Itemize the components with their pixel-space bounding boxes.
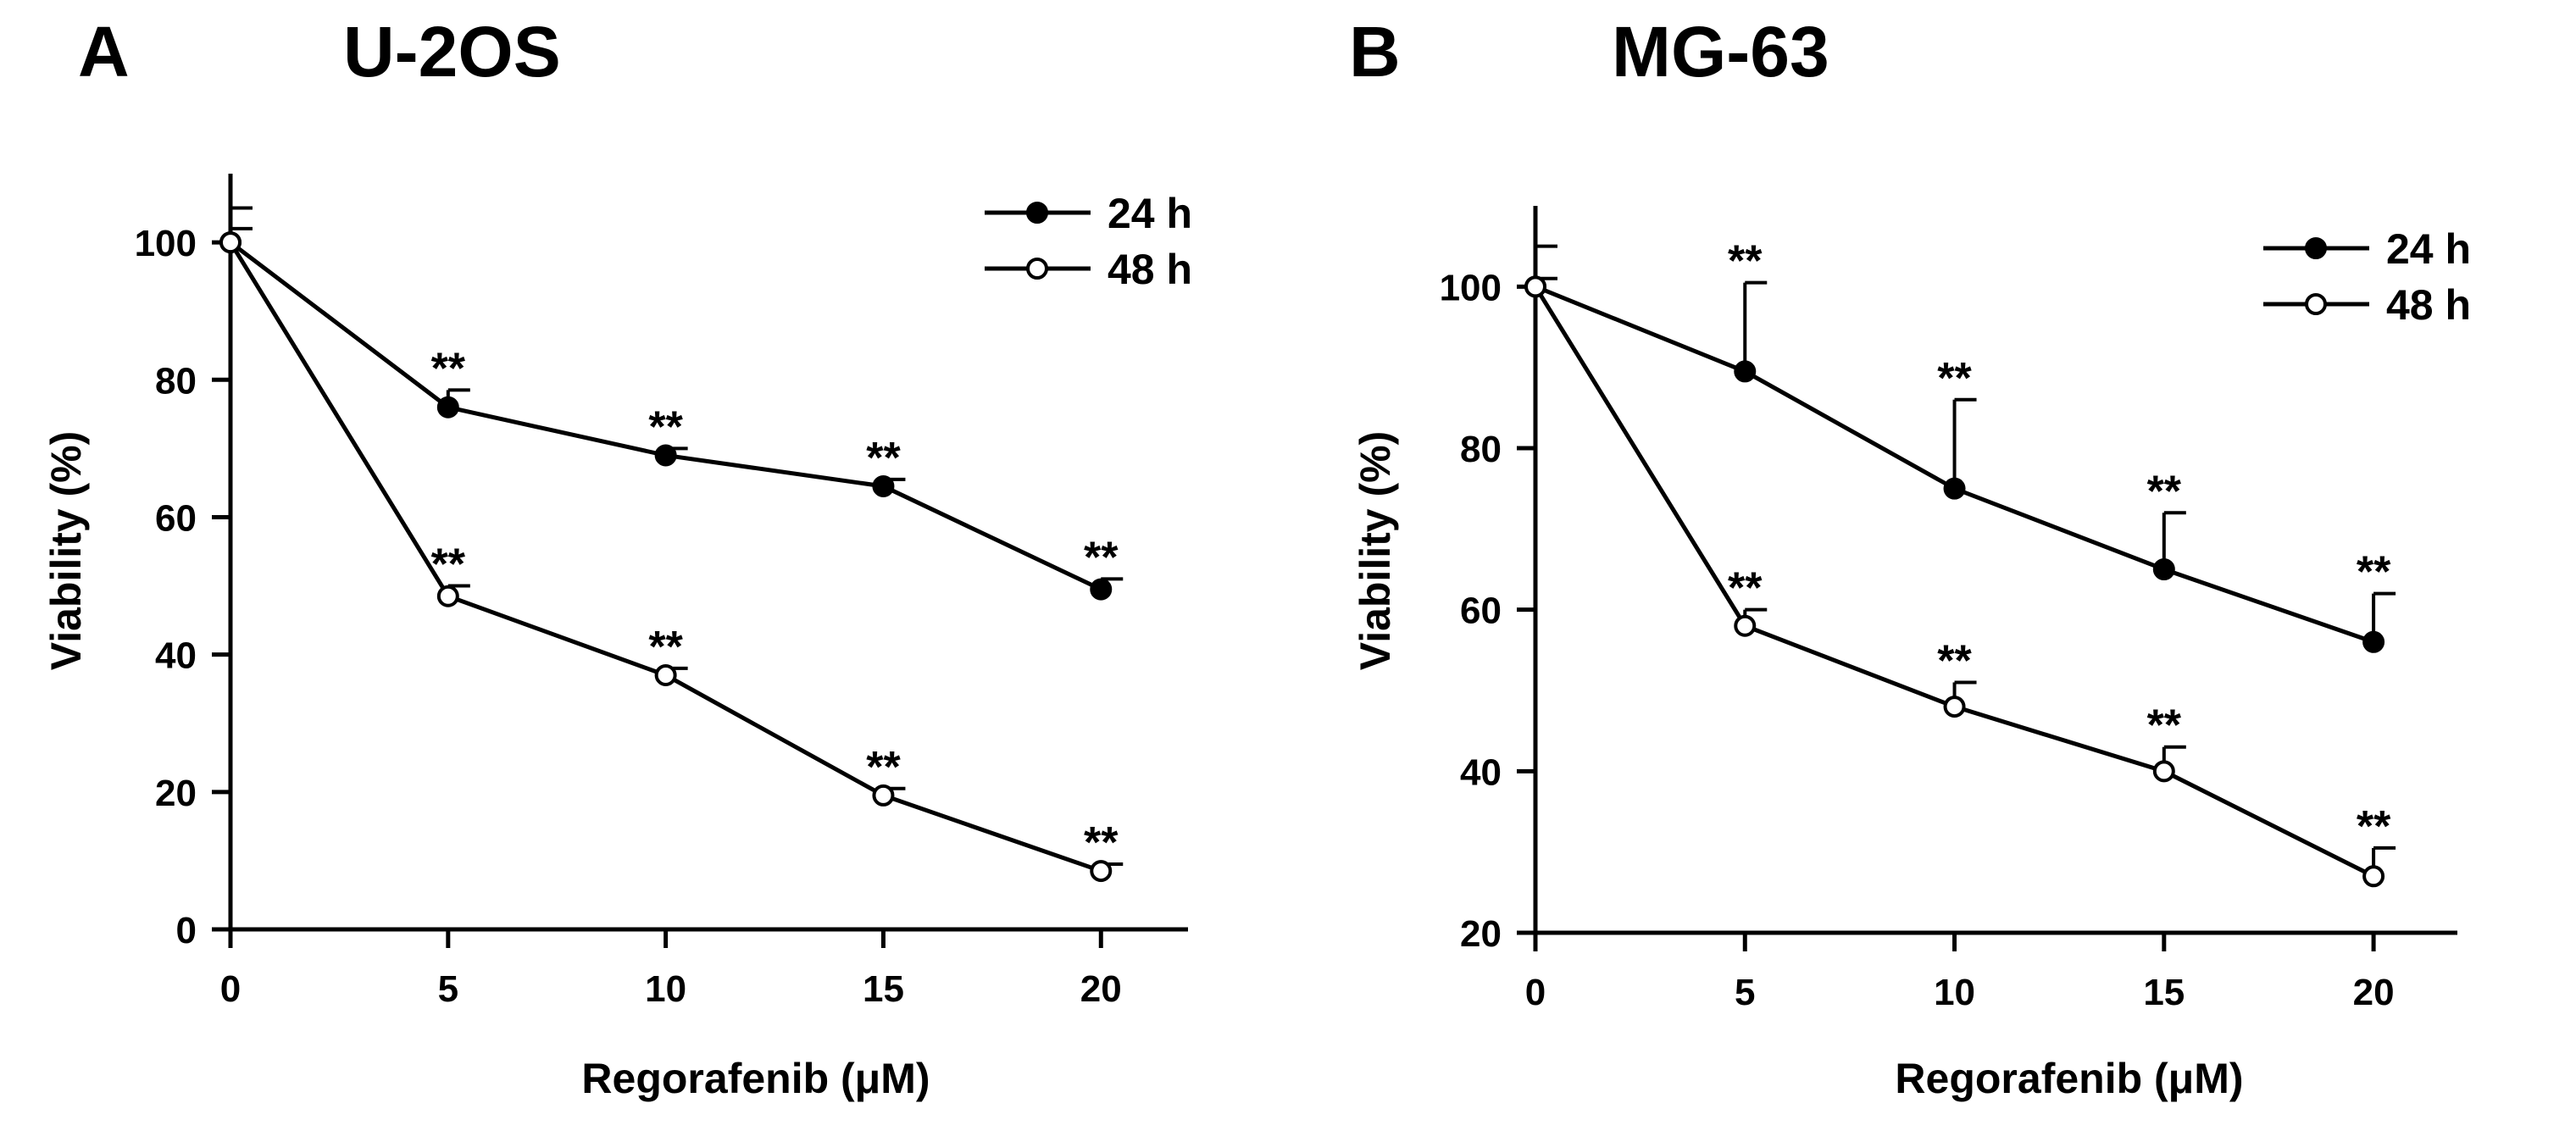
data-point xyxy=(654,663,677,686)
legend-entry: 48 h xyxy=(985,246,1192,293)
legend-marker xyxy=(1026,202,1048,224)
data-point xyxy=(654,444,677,467)
significance-annotation: ** xyxy=(1728,564,1763,613)
significance-annotation: ** xyxy=(431,541,466,590)
data-point xyxy=(2152,760,2175,783)
x-tick-label: 15 xyxy=(863,968,904,1010)
y-axis-label: Viability (%) xyxy=(1352,431,1399,670)
legend-marker xyxy=(2305,237,2327,259)
y-tick-label: 20 xyxy=(155,773,197,814)
significance-annotation: ** xyxy=(1937,636,1972,685)
x-axis-label: Regorafenib (μM) xyxy=(1895,1055,2243,1102)
x-tick-label: 20 xyxy=(1080,968,1122,1010)
series-24-h: ** ** ** ** xyxy=(1524,237,2396,653)
x-tick-label: 10 xyxy=(1934,972,1975,1013)
data-point xyxy=(2362,865,2385,888)
significance-annotation: ** xyxy=(2147,701,2182,751)
significance-annotation: ** xyxy=(866,743,901,792)
chart-title: U-2OS xyxy=(343,12,561,91)
y-tick-label: 20 xyxy=(1460,913,1502,955)
data-point xyxy=(1090,860,1113,883)
data-point xyxy=(436,396,459,419)
legend-label: 48 h xyxy=(2386,281,2471,329)
x-tick-label: 10 xyxy=(645,968,686,1010)
x-tick-label: 0 xyxy=(220,968,241,1010)
x-tick-label: 15 xyxy=(2143,972,2185,1013)
significance-annotation: ** xyxy=(2357,802,2391,851)
y-tick-label: 40 xyxy=(1460,751,1502,793)
legend-entry: 24 h xyxy=(2263,225,2471,273)
x-tick-label: 20 xyxy=(2353,972,2395,1013)
y-tick-label: 100 xyxy=(1440,267,1502,308)
data-point xyxy=(436,585,459,607)
y-tick-label: 60 xyxy=(155,497,197,539)
x-tick-label: 5 xyxy=(1735,972,1755,1013)
legend-label: 24 h xyxy=(1108,190,1192,237)
series-24-h: ** ** ** ** xyxy=(219,206,1124,601)
data-point xyxy=(1943,477,1966,500)
panel-letter: B xyxy=(1349,12,1401,91)
data-point xyxy=(1524,275,1546,298)
significance-annotation: ** xyxy=(866,434,901,483)
significance-annotation: ** xyxy=(431,344,466,393)
y-axis-label: Viability (%) xyxy=(42,431,90,670)
series-line xyxy=(228,241,1102,873)
y-tick-label: 100 xyxy=(135,223,197,264)
series-48-h: ** ** ** ** xyxy=(1524,275,2396,888)
data-point xyxy=(1943,696,1966,718)
significance-annotation: ** xyxy=(2357,548,2391,597)
legend-label: 48 h xyxy=(1108,246,1192,293)
x-tick-label: 5 xyxy=(438,968,458,1010)
series-48-h: ** ** ** ** xyxy=(219,226,1124,883)
significance-annotation: ** xyxy=(1937,354,1972,403)
panel-letter: A xyxy=(78,12,130,91)
x-tick-label: 0 xyxy=(1525,972,1546,1013)
y-tick-label: 0 xyxy=(176,910,197,951)
legend-entry: 24 h xyxy=(985,190,1192,237)
y-tick-label: 40 xyxy=(155,635,197,677)
legend-marker xyxy=(1026,258,1048,280)
data-point xyxy=(1734,614,1757,637)
data-point xyxy=(872,784,895,807)
data-point xyxy=(1090,578,1113,601)
x-axis-label: Regorafenib (μM) xyxy=(581,1055,930,1102)
data-point xyxy=(2362,630,2385,653)
data-point xyxy=(1734,360,1757,383)
data-point xyxy=(872,474,895,497)
data-point xyxy=(2152,558,2175,580)
legend-marker xyxy=(2305,293,2327,315)
chart-panel-b: B MG-63 20 40 60 80 100 0 5 10 15 20 Regorafenib (μM… xyxy=(1349,12,2471,1102)
significance-annotation: ** xyxy=(2147,467,2182,516)
data-point xyxy=(219,231,242,254)
y-tick-label: 80 xyxy=(1460,429,1502,470)
significance-annotation: ** xyxy=(648,402,683,452)
significance-annotation: ** xyxy=(648,623,683,672)
legend-entry: 48 h xyxy=(2263,281,2471,329)
y-tick-label: 60 xyxy=(1460,590,1502,632)
significance-annotation: ** xyxy=(1084,818,1119,868)
significance-annotation: ** xyxy=(1084,533,1119,582)
significance-annotation: ** xyxy=(1728,237,1763,286)
legend-label: 24 h xyxy=(2386,225,2471,273)
y-tick-label: 80 xyxy=(155,360,197,402)
chart-title: MG-63 xyxy=(1612,12,1829,91)
chart-panel-a: A U-2OS 0 20 40 60 80 100 0 5 10 15 20 Regorafenib (μ… xyxy=(42,12,1192,1102)
